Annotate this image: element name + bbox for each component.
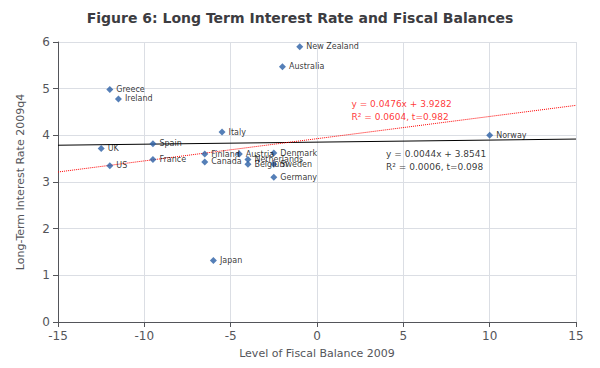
svg-text:10: 10 [482, 329, 497, 343]
svg-text:Canada: Canada [211, 157, 242, 166]
svg-text:1: 1 [42, 268, 50, 282]
svg-text:Greece: Greece [116, 85, 145, 94]
svg-text:US: US [116, 161, 127, 170]
svg-text:Belgium: Belgium [254, 159, 288, 169]
svg-text:R² = 0.0604, t=0.982: R² = 0.0604, t=0.982 [352, 112, 449, 122]
svg-text:New Zealand: New Zealand [306, 42, 359, 51]
svg-text:2: 2 [42, 222, 50, 236]
svg-text:Sweden: Sweden [280, 160, 312, 169]
svg-text:5: 5 [42, 82, 50, 96]
svg-text:0: 0 [42, 315, 50, 329]
svg-text:3: 3 [42, 175, 50, 189]
svg-text:y = 0.0476x + 3.9282: y = 0.0476x + 3.9282 [352, 99, 452, 109]
svg-text:Long-Term Interest Rate 2009q4: Long-Term Interest Rate 2009q4 [14, 94, 27, 270]
svg-text:Level of Fiscal Balance 2009: Level of Fiscal Balance 2009 [239, 347, 395, 360]
svg-text:-15: -15 [48, 329, 68, 343]
svg-text:Austria: Austria [245, 149, 275, 159]
svg-text:6: 6 [42, 35, 50, 49]
svg-text:y = 0.0044x + 3.8541: y = 0.0044x + 3.8541 [386, 149, 486, 159]
svg-text:R² = 0.0006, t=0.098: R² = 0.0006, t=0.098 [386, 162, 483, 172]
svg-text:Figure 6: Long Term Interest R: Figure 6: Long Term Interest Rate and Fi… [87, 10, 514, 26]
svg-text:Germany: Germany [280, 173, 317, 182]
svg-text:Australia: Australia [289, 62, 324, 71]
svg-text:5: 5 [400, 329, 408, 343]
svg-text:Finland: Finland [211, 149, 240, 159]
svg-text:Italy: Italy [229, 128, 247, 137]
svg-text:0: 0 [313, 329, 321, 343]
svg-text:Spain: Spain [159, 139, 181, 148]
svg-text:Norway: Norway [496, 131, 527, 140]
svg-text:-10: -10 [135, 329, 155, 343]
svg-text:Denmark: Denmark [280, 149, 317, 158]
svg-text:15: 15 [568, 329, 583, 343]
svg-text:-5: -5 [225, 329, 237, 343]
svg-text:France: France [159, 155, 186, 164]
svg-text:4: 4 [42, 128, 50, 142]
svg-text:Ireland: Ireland [125, 94, 153, 103]
svg-text:UK: UK [108, 144, 120, 153]
svg-text:Japan: Japan [219, 256, 242, 265]
